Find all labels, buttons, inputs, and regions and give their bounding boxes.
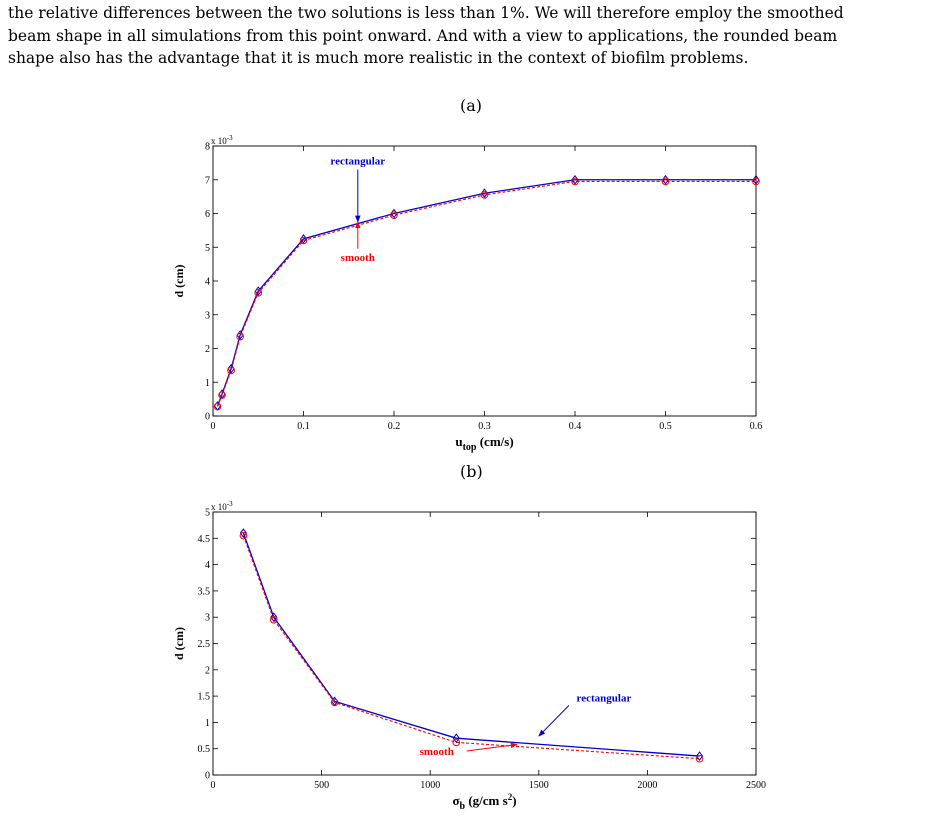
data-point-smooth bbox=[239, 531, 248, 540]
x-axis-label: σb (g/cm s2) bbox=[452, 792, 516, 812]
series-line-rectangular bbox=[242, 532, 700, 757]
y-tick-label: 2.5 bbox=[198, 639, 211, 650]
y-tick-label: 1.5 bbox=[198, 692, 211, 703]
x-axis-label-close: ) bbox=[512, 793, 516, 808]
paragraph-line: shape also has the advantage that it is … bbox=[8, 49, 749, 67]
data-point-smooth bbox=[480, 191, 489, 199]
annotation-smooth: smooth bbox=[341, 252, 375, 264]
data-point-smooth bbox=[218, 391, 226, 399]
x-axis-label-main: σ bbox=[452, 793, 459, 808]
y-tick-label: 2 bbox=[205, 344, 210, 355]
panel-label-b: (b) bbox=[460, 462, 483, 481]
series-line-smooth bbox=[217, 180, 756, 407]
annotation-arrow-rectangular bbox=[538, 705, 570, 737]
body-paragraph: the relative differences between the two… bbox=[8, 2, 938, 70]
data-point-smooth bbox=[752, 177, 760, 186]
x-axis-label-subscript: top bbox=[463, 442, 477, 453]
data-point-smooth bbox=[254, 289, 263, 297]
y-tick-label: 0 bbox=[205, 412, 210, 423]
x-tick-label: 0.6 bbox=[750, 421, 763, 432]
y-axis-label: d (cm) bbox=[172, 627, 186, 660]
x-tick-label: 0.2 bbox=[388, 421, 401, 432]
paragraph-line: the relative differences between the two… bbox=[8, 4, 844, 22]
x-tick-label: 0 bbox=[211, 780, 216, 791]
annotation-rectangular: rectangular bbox=[577, 692, 632, 704]
x-tick-label: 500 bbox=[314, 780, 329, 791]
x-tick-label: 2500 bbox=[746, 780, 766, 791]
y-tick-label: 2 bbox=[205, 665, 210, 676]
y-tick-label: 1 bbox=[205, 378, 210, 389]
data-point-rectangular bbox=[452, 733, 460, 744]
x-tick-label: 0.5 bbox=[659, 421, 672, 432]
annotation-rectangular: rectangular bbox=[330, 156, 385, 168]
y-tick-label: 4.5 bbox=[198, 534, 211, 545]
data-point-smooth bbox=[390, 211, 398, 219]
data-point-smooth bbox=[236, 332, 244, 341]
y-tick-label: 4 bbox=[205, 560, 210, 571]
y-tick-label: 8 bbox=[205, 142, 210, 153]
y-tick-label: 4 bbox=[205, 277, 210, 288]
y-scale-exponent: -3 bbox=[227, 500, 233, 508]
x-axis-label: utop (cm/s) bbox=[455, 434, 513, 453]
x-tick-label: 2000 bbox=[637, 780, 657, 791]
annotation-arrow-smooth bbox=[466, 742, 518, 752]
x-tick-label: 1000 bbox=[420, 780, 440, 791]
plot-area-frame bbox=[212, 511, 757, 776]
y-tick-label: 0 bbox=[205, 771, 210, 782]
y-tick-label: 3 bbox=[205, 613, 210, 624]
x-tick-label: 0.3 bbox=[478, 421, 491, 432]
data-point-smooth bbox=[661, 177, 670, 186]
x-tick-label: 1500 bbox=[529, 780, 549, 791]
data-point-smooth bbox=[452, 738, 461, 747]
y-tick-label: 0.5 bbox=[198, 744, 211, 755]
y-tick-label: 3 bbox=[205, 310, 210, 321]
data-point-smooth bbox=[299, 236, 308, 245]
series-line-smooth bbox=[242, 535, 700, 760]
y-tick-label: 6 bbox=[205, 209, 210, 220]
y-scale-label: x 10-3 bbox=[211, 500, 233, 512]
x-axis-label-unit: (cm/s) bbox=[476, 434, 513, 449]
y-tick-label: 5 bbox=[205, 243, 210, 254]
data-point-rectangular bbox=[270, 612, 278, 623]
data-point-smooth bbox=[571, 177, 579, 186]
data-point-rectangular bbox=[239, 528, 248, 538]
y-tick-label: 7 bbox=[205, 175, 210, 186]
data-point-smooth bbox=[227, 366, 235, 375]
data-point-smooth bbox=[695, 754, 704, 763]
x-tick-label: 0.1 bbox=[297, 421, 310, 432]
x-tick-label: 0 bbox=[211, 421, 216, 432]
y-tick-label: 3.5 bbox=[198, 586, 211, 597]
annotation-smooth: smooth bbox=[420, 746, 454, 758]
panel-label-a: (a) bbox=[460, 96, 483, 115]
y-scale-exponent: -3 bbox=[227, 134, 233, 142]
paragraph-line: beam shape in all simulations from this … bbox=[8, 26, 838, 45]
y-tick-label: 5 bbox=[205, 508, 210, 519]
x-axis-label-unit: (g/cm s bbox=[465, 793, 508, 808]
data-point-rectangular bbox=[695, 751, 704, 761]
data-point-smooth bbox=[270, 616, 278, 624]
x-axis-label-main: u bbox=[455, 434, 462, 449]
y-axis-label: d (cm) bbox=[172, 265, 186, 298]
x-axis-label-superscript: 2 bbox=[508, 792, 513, 802]
y-tick-label: 1 bbox=[205, 718, 210, 729]
x-tick-label: 0.4 bbox=[569, 421, 582, 432]
x-axis-label-subscript: b bbox=[460, 801, 466, 812]
data-point-smooth bbox=[213, 402, 222, 411]
data-point-smooth bbox=[330, 698, 339, 707]
